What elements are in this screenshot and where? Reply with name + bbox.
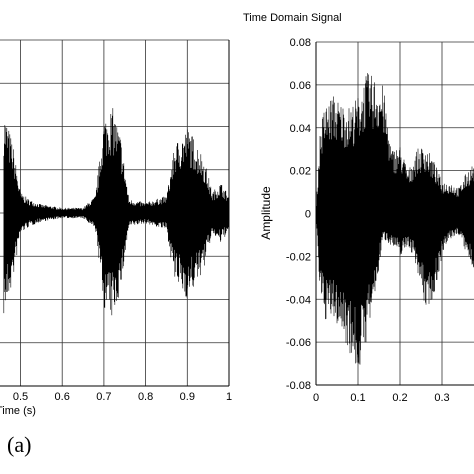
right-waveform-trace — [315, 73, 474, 365]
right-x-tick-label: 0.3 — [434, 392, 449, 404]
right-y-tick-label: 0.06 — [290, 80, 311, 92]
left-waveform-trace — [3, 108, 230, 316]
right-y-tick-label: -0.02 — [286, 251, 311, 263]
left-x-tick-label: 0.6 — [55, 391, 70, 403]
left-x-tick-label: 0.5 — [13, 391, 28, 403]
right-x-tick-label: 0.1 — [350, 392, 365, 404]
right-y-tick-labels: -0.08 -0.06 -0.04 -0.02 0 0.02 0.04 0.06 0.08 — [286, 37, 311, 392]
panel-label: (a) — [7, 432, 31, 457]
left-x-tick-label: 1 — [226, 391, 232, 403]
right-y-tick-label: 0.02 — [290, 166, 311, 178]
left-x-tick-label: 0.9 — [180, 391, 195, 403]
left-chart-panel: 0.5 0.6 0.7 0.8 0.9 1 Time (s) (a) — [0, 39, 232, 457]
left-x-tick-labels: 0.5 0.6 0.7 0.8 0.9 1 — [13, 391, 232, 403]
right-x-tick-label: 0 — [313, 392, 319, 404]
left-x-tick-label: 0.7 — [96, 391, 111, 403]
right-chart-panel: Time Domain Signal -0.08 -0.06 -0.04 -0.02 0… — [243, 12, 474, 404]
right-y-tick-label: -0.04 — [286, 294, 311, 306]
right-y-tick-label: 0.04 — [290, 123, 311, 135]
right-chart-title: Time Domain Signal — [243, 12, 342, 24]
right-x-tick-label: 0.2 — [392, 392, 407, 404]
right-y-tick-label: -0.06 — [286, 337, 311, 349]
left-x-tick-label: 0.8 — [138, 391, 153, 403]
left-x-axis-label: Time (s) — [0, 405, 36, 417]
right-y-axis-label: Amplitude — [259, 186, 273, 240]
right-y-tick-label: 0.08 — [290, 37, 311, 49]
right-y-tick-label: -0.08 — [286, 380, 311, 392]
right-y-tick-label: 0 — [305, 209, 311, 221]
right-waveform — [315, 73, 474, 365]
left-waveform — [3, 108, 230, 316]
right-x-tick-labels: 00.10.20.30.4 — [313, 392, 450, 404]
